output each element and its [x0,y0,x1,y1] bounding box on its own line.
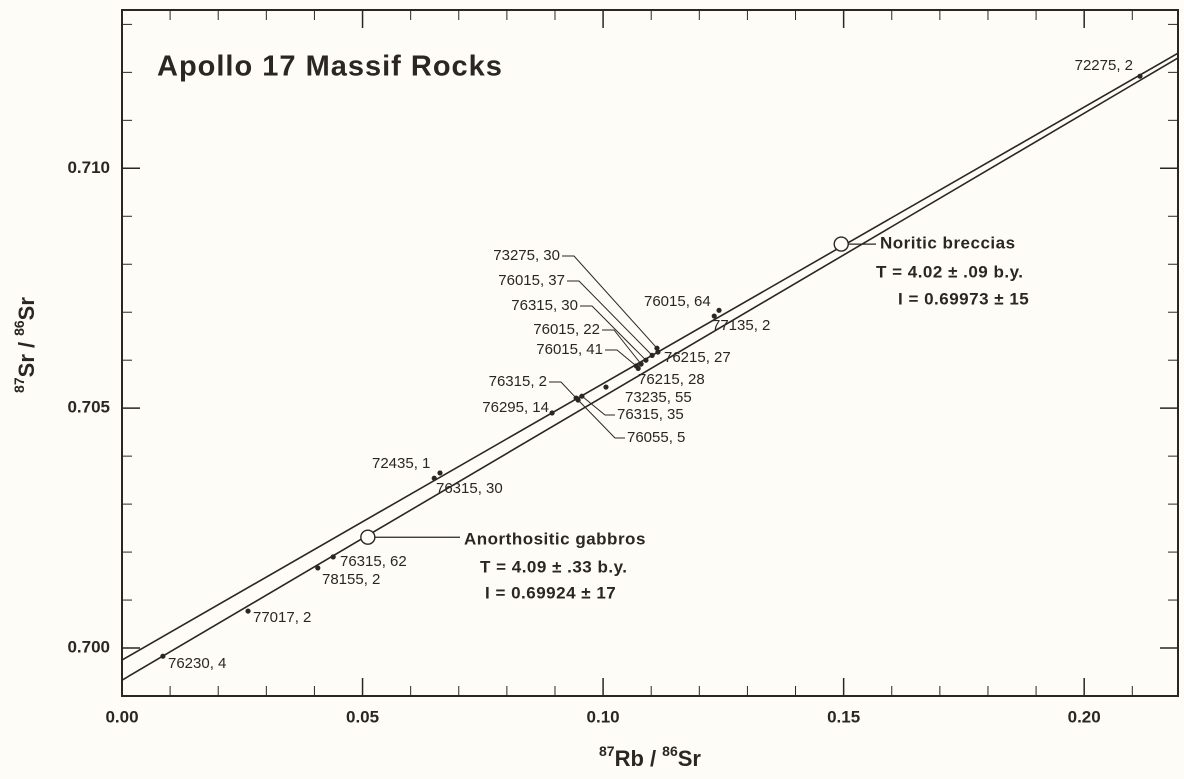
sample-point [437,470,443,476]
isochron-age: T = 4.09 ± .33 b.y. [480,557,628,576]
label-leader [605,349,637,367]
x-tick-label: 0.00 [105,707,138,726]
label-leader [602,329,642,365]
label-leader [580,305,647,361]
label-leader [581,395,615,416]
isochron-name: Anorthositic gabbros [464,529,646,548]
sample-point [716,307,722,313]
sample-point [575,397,581,403]
sample-point [635,365,641,371]
sample-point [315,565,321,571]
isochron-initial: I = 0.69924 ± 17 [485,583,616,602]
isochron-line [121,57,1179,681]
y-axis-title-part: 87 [11,377,27,393]
sample-label: 76215, 27 [664,349,731,366]
isochron-point [833,236,849,252]
sample-point [655,349,661,355]
x-tick-label: 0.10 [587,707,620,726]
x-tick-label: 0.05 [346,707,379,726]
sample-point [579,393,585,399]
sample-point [245,608,251,614]
sample-label: 72435, 1 [372,455,430,472]
sample-point [649,352,655,358]
y-axis-title: 87Sr / 86Sr [11,297,39,393]
sample-label: 76055, 5 [627,429,685,446]
sample-point [603,384,609,390]
sample-label: 76215, 28 [638,371,705,388]
sample-label: 77017, 2 [253,609,311,626]
x-axis-title-part: Rb / [615,746,657,771]
sample-point [160,653,166,659]
isochron-initial: I = 0.69973 ± 15 [898,289,1029,308]
sample-label: 76230, 4 [168,655,226,672]
y-axis-title-part: Sr [14,297,39,321]
y-tick-label: 0.710 [67,158,110,177]
isochron-point [360,529,376,545]
isochron-name: Noritic breccias [880,233,1016,252]
sample-label: 73235, 55 [625,389,692,406]
y-tick-label: 0.705 [67,398,110,417]
x-axis-title-part: 86 [662,743,678,759]
x-axis-title-part: Sr [678,746,702,771]
x-axis-title: 87Rb / 86Sr [599,743,701,771]
sample-label: 76315, 2 [489,373,547,390]
sample-label: 76295, 14 [482,399,549,416]
isochron-age: T = 4.02 ± .09 b.y. [876,262,1024,281]
sample-label: 76015, 41 [536,341,603,358]
sample-label: 76315, 30 [436,480,503,497]
y-tick-label: 0.700 [67,638,110,657]
label-leader [549,381,577,399]
sample-point [711,313,717,319]
sample-label: 76015, 37 [498,272,565,289]
sample-label: 76315, 30 [511,297,578,314]
sample-label: 76315, 35 [617,406,684,423]
sample-label: 78155, 2 [322,571,380,588]
sample-label: 72275, 2 [1075,57,1133,74]
sample-point [549,410,555,416]
x-tick-label: 0.20 [1068,707,1101,726]
sample-point [431,475,437,481]
y-axis-title-part: Sr / [14,342,39,377]
sample-point [638,361,644,367]
chart-title: Apollo 17 Massif Rocks [157,51,503,83]
sample-label: 76015, 64 [644,293,711,310]
plot-frame [121,9,1179,697]
sample-point [643,357,649,363]
sample-label: 73275, 30 [493,247,560,264]
sample-label: 77135, 2 [712,317,770,334]
sample-label: 76315, 62 [340,553,407,570]
sample-point [330,554,336,560]
x-tick-label: 0.15 [827,707,860,726]
label-leader [567,280,653,356]
x-axis-title-part: 87 [599,743,615,759]
label-leader [577,399,625,439]
label-leader [562,255,658,349]
y-axis-title-part: 86 [11,320,27,336]
sample-point [1137,73,1143,79]
sample-label: 76015, 22 [533,321,600,338]
